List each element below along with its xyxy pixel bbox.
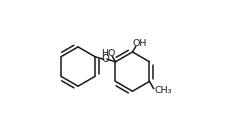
Text: OH: OH: [132, 39, 147, 48]
Text: O: O: [101, 54, 109, 64]
Text: HO: HO: [101, 49, 116, 58]
Text: CH₃: CH₃: [154, 86, 172, 95]
